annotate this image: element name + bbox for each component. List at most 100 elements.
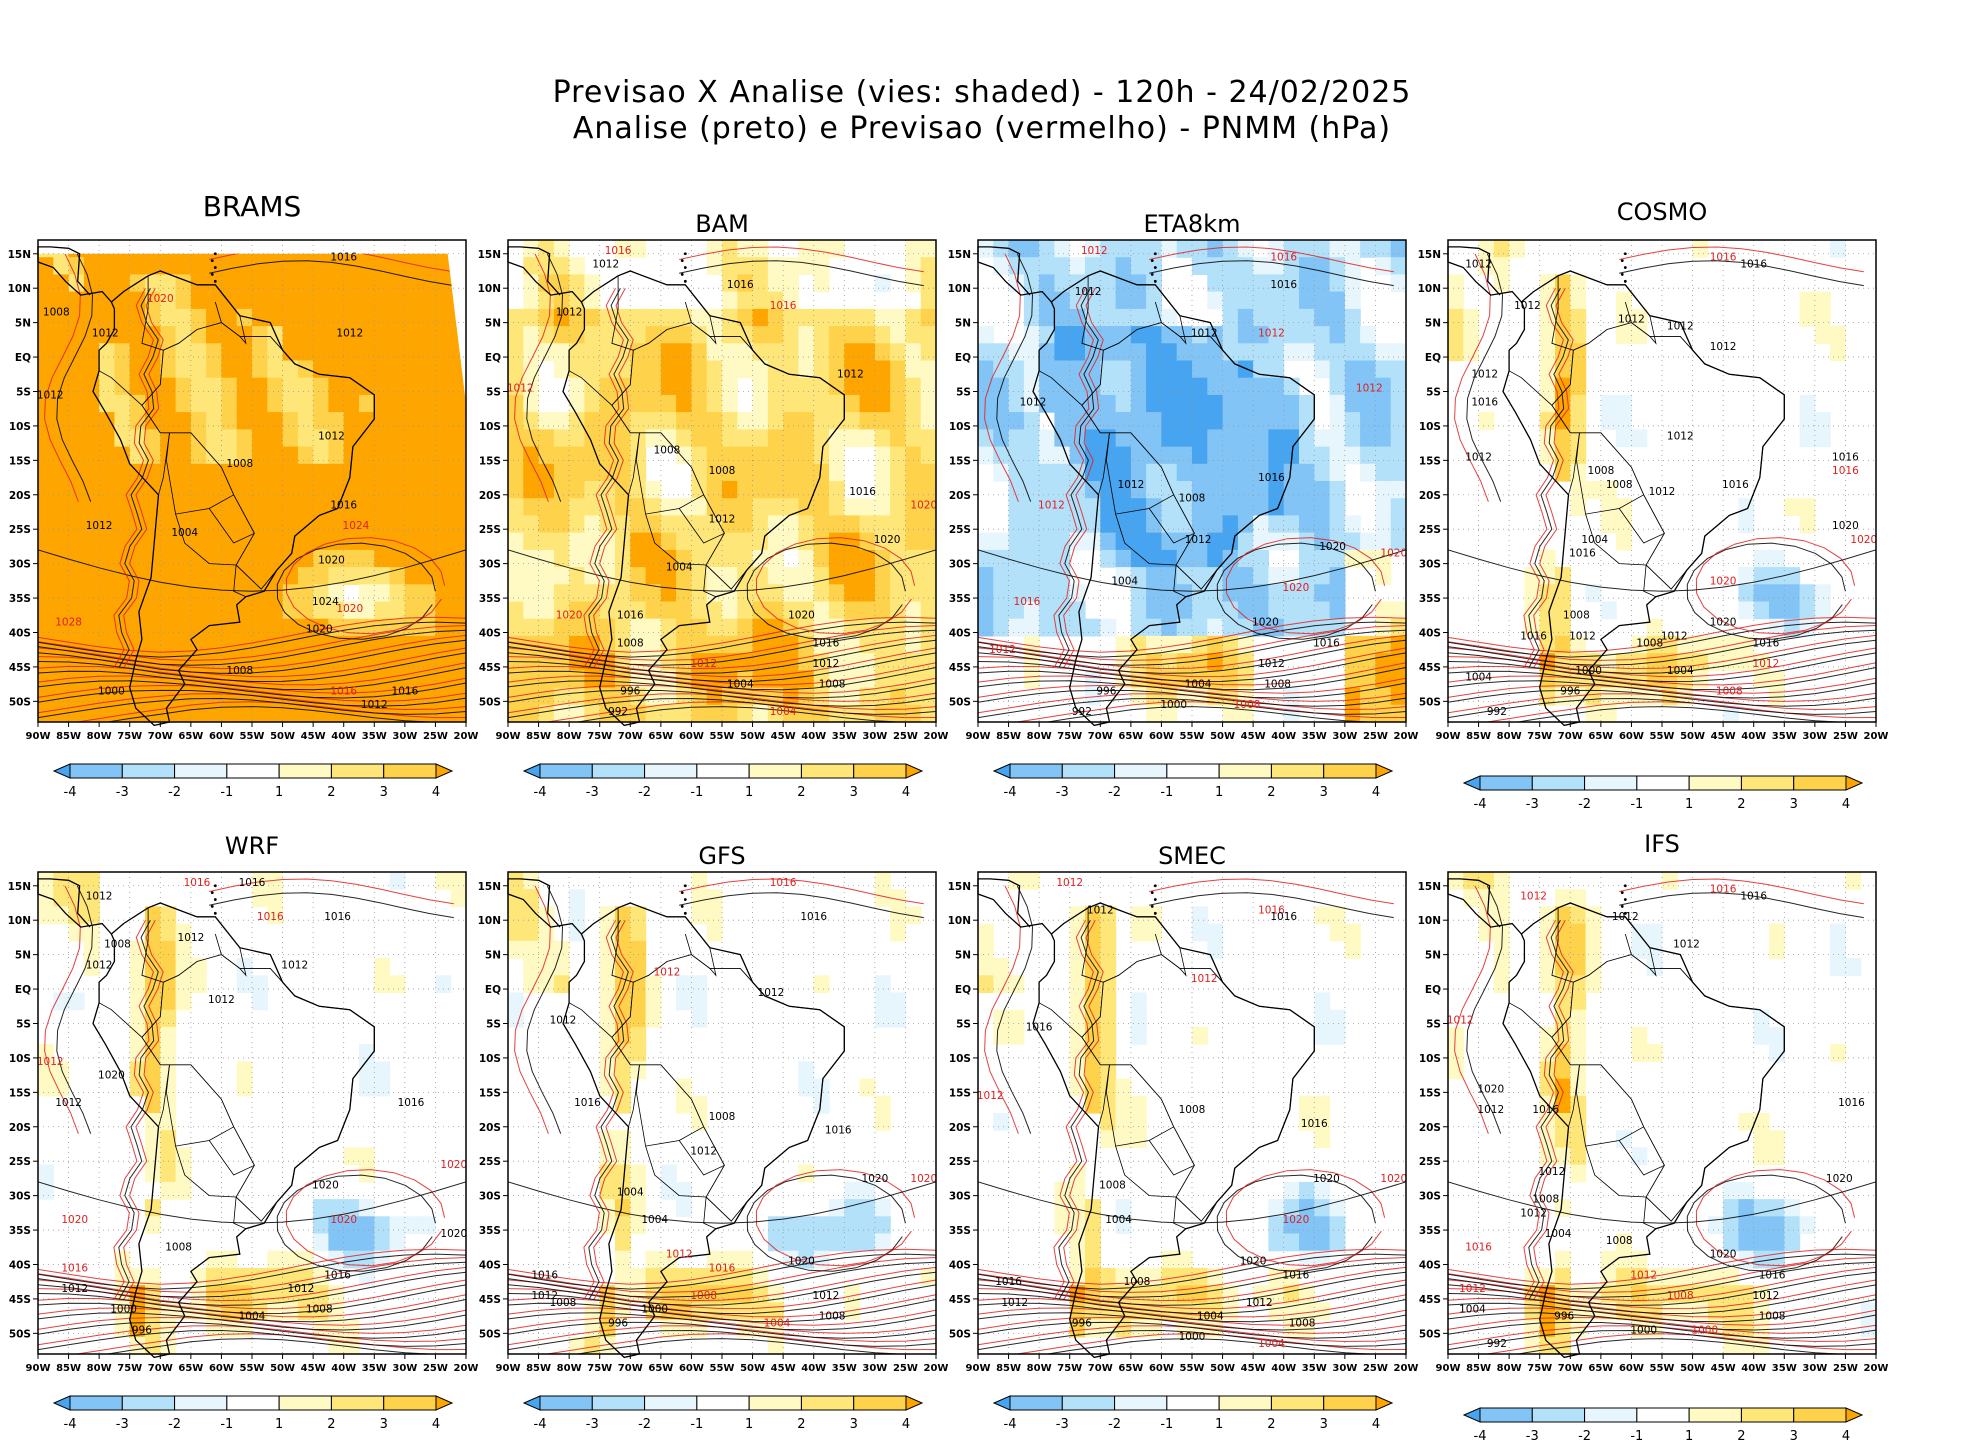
bias-cell bbox=[435, 549, 452, 568]
bias-cell bbox=[676, 532, 692, 551]
bias-cell bbox=[844, 653, 861, 671]
lon-tick-label: 70W bbox=[618, 1363, 643, 1374]
bias-cell bbox=[359, 343, 375, 362]
country-border bbox=[208, 508, 255, 544]
bias-cell bbox=[1115, 1216, 1132, 1235]
bias-cell bbox=[737, 1267, 754, 1286]
bias-cell bbox=[767, 343, 784, 362]
bias-cell bbox=[767, 1336, 784, 1354]
bias-cell bbox=[313, 274, 329, 293]
bias-cell bbox=[706, 1250, 723, 1269]
bias-cell bbox=[767, 326, 784, 344]
bias-cell bbox=[450, 343, 466, 362]
bias-cell bbox=[1600, 1250, 1617, 1269]
bias-cell bbox=[737, 1250, 754, 1269]
bias-cell bbox=[767, 446, 784, 465]
bias-cell bbox=[1222, 584, 1239, 603]
bias-cell bbox=[1130, 412, 1147, 430]
bias-cell bbox=[676, 618, 692, 637]
bias-cell bbox=[630, 992, 647, 1011]
bias-cell bbox=[508, 498, 524, 516]
bias-cell bbox=[553, 618, 570, 637]
caribbean-island bbox=[680, 273, 684, 276]
country-border bbox=[1643, 1196, 1657, 1230]
bias-cell bbox=[175, 1181, 192, 1200]
bias-cell bbox=[1344, 940, 1361, 959]
bias-cell bbox=[236, 1078, 253, 1097]
bias-cell bbox=[145, 704, 161, 723]
bias-cell bbox=[1539, 394, 1556, 413]
caribbean-island bbox=[210, 905, 214, 908]
bias-cell bbox=[53, 872, 70, 890]
bias-cell bbox=[844, 498, 861, 516]
analysis-isobar bbox=[1466, 253, 1504, 502]
bias-cell bbox=[584, 532, 601, 551]
lat-tick-label: 30S bbox=[9, 559, 31, 571]
lon-tick-label: 35W bbox=[1772, 731, 1797, 742]
bias-cell bbox=[1130, 1026, 1147, 1045]
lat-tick-label: 15S bbox=[1419, 1087, 1441, 1099]
bias-cell bbox=[813, 429, 830, 448]
bias-cell bbox=[1207, 481, 1224, 499]
isobar-label: 1016 bbox=[330, 500, 357, 512]
bias-cell bbox=[630, 240, 647, 258]
bias-cell bbox=[978, 377, 994, 396]
bias-cell bbox=[1054, 274, 1071, 293]
bias-cell bbox=[359, 515, 375, 534]
bias-cell bbox=[252, 481, 268, 499]
bias-cell bbox=[630, 1164, 647, 1183]
bias-cell bbox=[1329, 240, 1346, 258]
bias-cell bbox=[523, 360, 540, 379]
bias-cell bbox=[1237, 394, 1254, 413]
bias-cell bbox=[1329, 1233, 1346, 1252]
analysis-isobar bbox=[276, 1174, 436, 1272]
bias-cell bbox=[508, 940, 524, 959]
bias-cell bbox=[905, 429, 922, 448]
bias-cell bbox=[1616, 394, 1632, 413]
isobar-label: 1020 bbox=[147, 293, 174, 305]
bias-cell bbox=[1830, 343, 1846, 362]
bias-cell bbox=[630, 1285, 647, 1303]
country-border bbox=[684, 933, 692, 955]
bias-cell bbox=[508, 377, 524, 396]
bias-cell bbox=[1054, 394, 1071, 413]
forecast-isobar bbox=[1225, 537, 1386, 635]
bias-cell bbox=[859, 1199, 876, 1217]
colorbar-tick-label: 1 bbox=[745, 1417, 753, 1432]
bias-cell bbox=[645, 992, 662, 1011]
bias-cell bbox=[890, 360, 906, 379]
bias-cell bbox=[1375, 446, 1392, 465]
isobar-label: 1016 bbox=[1722, 479, 1749, 491]
bias-cell bbox=[389, 498, 406, 516]
bias-cell bbox=[1237, 343, 1254, 362]
colorbar-tick-label: -4 bbox=[1474, 1429, 1487, 1444]
isobar-label: 1008 bbox=[104, 939, 131, 951]
bias-cell bbox=[676, 704, 692, 722]
bias-cell bbox=[783, 377, 799, 396]
bias-cell bbox=[53, 291, 70, 310]
bias-cell bbox=[68, 704, 85, 723]
bias-cell bbox=[630, 1181, 647, 1200]
bias-cell bbox=[313, 1319, 329, 1338]
isobar-label: 1012 bbox=[86, 959, 113, 971]
country-border bbox=[1081, 907, 1104, 983]
isobar-label: 1020 bbox=[1380, 548, 1407, 560]
country-border bbox=[214, 301, 222, 323]
analysis-isobar bbox=[38, 1261, 466, 1298]
isobar-label: 996 bbox=[1560, 686, 1580, 698]
bias-cell bbox=[359, 532, 375, 551]
isobar-label: 1008 bbox=[819, 1311, 846, 1323]
bias-cell bbox=[1631, 326, 1648, 344]
bias-cell bbox=[206, 257, 222, 275]
caribbean-island bbox=[683, 911, 687, 915]
lon-tick-label: 25W bbox=[1363, 1363, 1388, 1374]
bias-cell bbox=[722, 377, 738, 396]
lon-tick-label: 50W bbox=[1210, 1363, 1235, 1374]
isobar-label: 1012 bbox=[1459, 1283, 1486, 1295]
map-panel-gfs: 1016101610121012101210161008101610121004… bbox=[478, 871, 948, 1374]
bias-cell bbox=[920, 308, 936, 327]
bias-cell bbox=[1753, 549, 1770, 568]
bias-cell bbox=[1692, 670, 1709, 689]
bias-cell bbox=[404, 360, 421, 379]
